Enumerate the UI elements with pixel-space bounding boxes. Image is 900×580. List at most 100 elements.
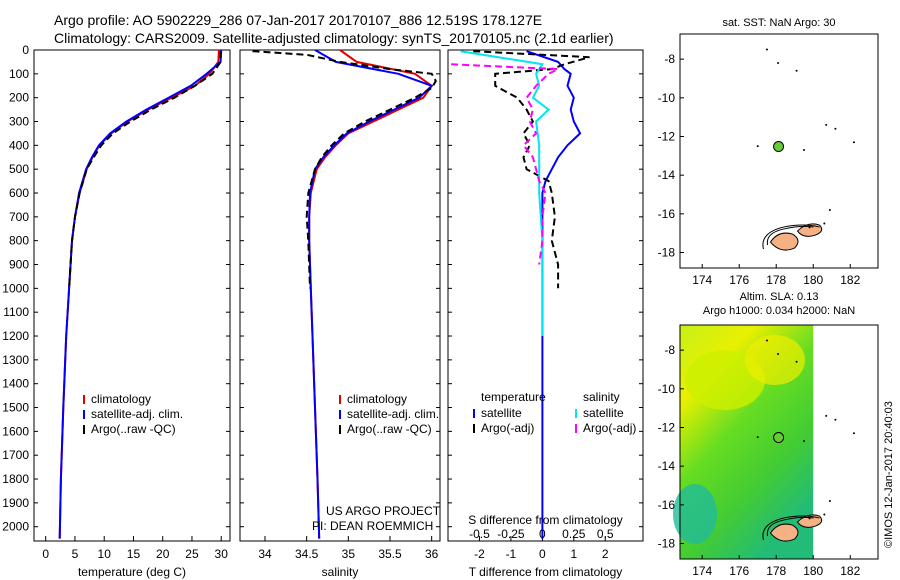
y-tick-label: -8 <box>664 52 675 66</box>
y-tick-label: 800 <box>9 234 29 248</box>
x-tick-label: 20 <box>156 547 170 561</box>
map-subtitle: Argo h1000: 0.034 h2000: NaN <box>703 305 855 317</box>
legend-label: Argo(..raw -QC) <box>347 422 432 436</box>
credit-label: ©IMOS 12-Jan-2017 20:40:03 <box>883 401 895 548</box>
series-line-argo-raw-qc- <box>68 51 222 289</box>
x-tick-label: 180 <box>803 564 823 578</box>
island-dot <box>852 432 855 435</box>
series-line-s-argo <box>451 63 559 265</box>
reef-outline <box>766 225 814 246</box>
y-tick-label: 1800 <box>2 472 29 486</box>
x-axis-label: T difference from climatology <box>469 565 623 579</box>
y-tick-label: 1000 <box>2 281 29 295</box>
project-label: US ARGO PROJECT <box>326 504 441 518</box>
y-tick-label: 500 <box>9 162 29 176</box>
island-dot <box>823 222 826 225</box>
y-tick-label: -12 <box>658 420 676 434</box>
reef-outline <box>766 516 814 537</box>
s-tick-label: -0.25 <box>497 527 525 541</box>
x-tick-label: 174 <box>692 564 712 578</box>
island-shape <box>796 223 823 237</box>
pi-label: PI: DEAN ROEMMICH <box>312 519 433 533</box>
x-tick-label: 30 <box>215 547 229 561</box>
island-shape <box>796 514 823 528</box>
island-dot <box>808 517 811 520</box>
y-tick-label: 2000 <box>2 520 29 534</box>
x-tick-label: 182 <box>840 273 860 287</box>
series-line-s-satellite <box>460 50 551 336</box>
temperature-panel: 0 5 10 15 20 25 300100200300400500600700800900… <box>2 43 231 579</box>
reef-outline <box>762 515 820 541</box>
y-tick-label: 200 <box>9 91 29 105</box>
legend-label: satellite-adj. clim. <box>91 407 183 421</box>
legend-label: climatology <box>91 392 151 406</box>
island-dot <box>834 418 837 421</box>
legend-label: Argo(..raw -QC) <box>91 422 176 436</box>
x-tick-label: 176 <box>729 273 749 287</box>
island-dot <box>825 123 828 126</box>
x-tick-label: 36 <box>425 547 439 561</box>
x-tick-label: 35.5 <box>378 547 402 561</box>
island-dot <box>834 127 837 130</box>
legend-label: Argo(-adj) <box>583 421 636 435</box>
island-dot <box>795 360 798 363</box>
island-dot <box>802 440 805 443</box>
x-tick-label: 174 <box>692 273 712 287</box>
island-dot <box>795 69 798 72</box>
x-tick-label: 178 <box>766 273 786 287</box>
y-tick-label: -18 <box>658 537 676 551</box>
plot-frame <box>447 49 644 542</box>
island-dot <box>828 208 831 211</box>
x-tick-label: 34 <box>258 547 272 561</box>
x-tick-label: 180 <box>803 273 823 287</box>
island-dot <box>777 62 780 65</box>
x-tick-label: -1 <box>506 547 517 561</box>
x-tick-label: 15 <box>127 547 141 561</box>
x-tick-label: -2 <box>474 547 485 561</box>
y-tick-label: 1900 <box>2 496 29 510</box>
salinity-panel: 34 34.5 35 35.5 36 salinity climatologysatelli… <box>239 49 441 579</box>
s-tick-label: 0 <box>539 527 546 541</box>
y-tick-label: 1500 <box>2 401 29 415</box>
legend-label: climatology <box>347 392 407 406</box>
legend-label: satellite-adj. clim. <box>347 407 439 421</box>
island-dot <box>777 353 780 356</box>
s-axis-label: S difference from climatology <box>468 513 623 527</box>
y-tick-label: -10 <box>658 91 676 105</box>
argo-position-marker <box>773 432 785 444</box>
legend-label: satellite <box>583 406 624 420</box>
sla-highlight <box>745 335 805 385</box>
y-tick-label: -8 <box>664 343 675 357</box>
y-tick-label: 1100 <box>3 305 29 319</box>
plot-frame <box>33 49 231 542</box>
island-dot <box>802 149 805 152</box>
y-tick-label: 1600 <box>2 424 29 438</box>
legend-title-temperature: temperature <box>481 390 546 404</box>
x-tick-label: 182 <box>840 564 860 578</box>
y-tick-label: 700 <box>9 210 29 224</box>
y-tick-label: 1700 <box>2 448 29 462</box>
plot-frame <box>239 49 441 542</box>
figure-title-line1: Argo profile: AO 5902229_286 07-Jan-2017… <box>54 12 543 28</box>
y-tick-label: -16 <box>658 207 676 221</box>
difference-panel: -2 -1 0 1 2 T difference from climatology -0.5… <box>447 49 644 579</box>
argo-position-marker <box>773 141 785 153</box>
island-dot <box>765 48 768 51</box>
y-tick-label: 1300 <box>2 353 29 367</box>
x-tick-label: 0 <box>539 547 546 561</box>
sla-low <box>673 484 717 544</box>
series-line-satellite-adj-clim- <box>58 49 223 539</box>
island-dot <box>823 513 826 516</box>
x-axis-label: temperature (deg C) <box>78 565 186 579</box>
y-tick-label: 1200 <box>2 329 29 343</box>
legend-label: satellite <box>481 406 522 420</box>
s-tick-label: 0.5 <box>597 527 614 541</box>
y-tick-label: 400 <box>9 138 29 152</box>
series-line-t-satellite <box>526 50 582 539</box>
y-tick-label: 900 <box>9 258 29 272</box>
altimetry-map-panel: 174 176 178 180 182 -8 -10 -12 -14 -16 -18 Altim. S… <box>658 291 879 578</box>
x-tick-label: 178 <box>766 564 786 578</box>
y-tick-label: -16 <box>658 498 676 512</box>
x-tick-label: 1 <box>570 547 577 561</box>
